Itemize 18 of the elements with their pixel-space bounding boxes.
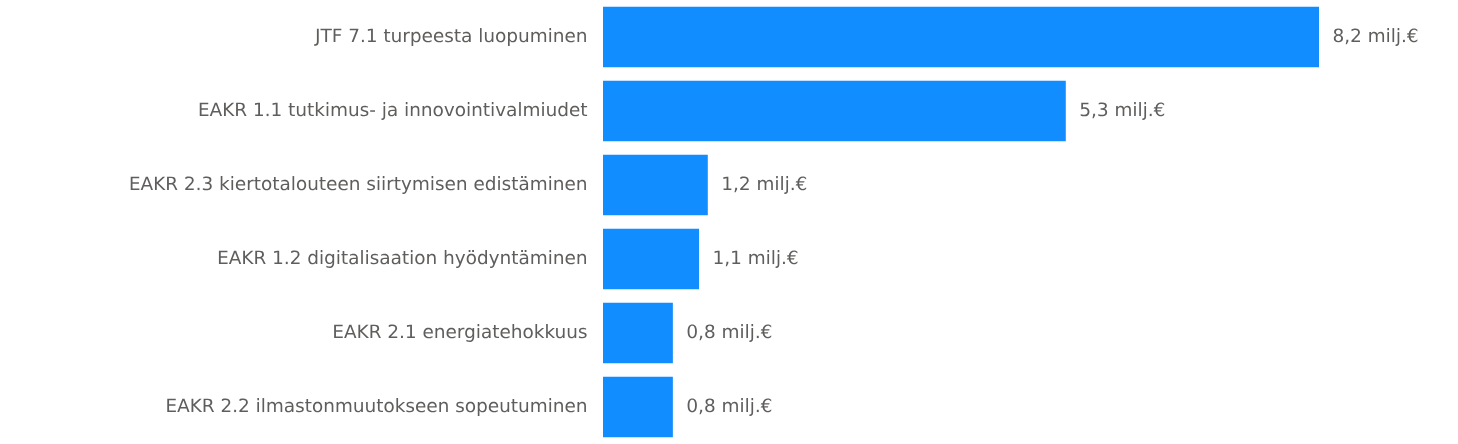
data-label: 5,3 milj.€ [1080,102,1165,120]
bar [603,376,673,438]
data-label: 8,2 milj.€ [1333,28,1418,46]
y-tick-label: EAKR 2.1 energiatehokkuus [334,324,587,342]
y-tick-label: EAKR 2.3 kiertotalouteen siirtymisen edistäminen [130,176,586,194]
bar [603,80,1066,142]
data-label: 0,8 milj.€ [687,398,772,416]
data-label: 1,2 milj.€ [723,176,807,194]
y-tick-label: EAKR 1.2 digitalisaation hyödyntäminen [218,250,586,268]
y-tick-label: EAKR 2.2 ilmastonmuutokseen sopeutuminen [167,398,586,416]
data-label: 1,1 milj.€ [714,250,798,268]
data-label: 0,8 milj.€ [687,324,772,342]
bar [603,6,1320,68]
bar [603,154,708,216]
bar [603,228,700,290]
y-tick-label: EAKR 1.1 tutkimus- ja innovointivalmiudet [199,102,588,120]
bar [603,302,673,364]
y-tick-label: JTF 7.1 turpeesta luopuminen [314,28,586,46]
